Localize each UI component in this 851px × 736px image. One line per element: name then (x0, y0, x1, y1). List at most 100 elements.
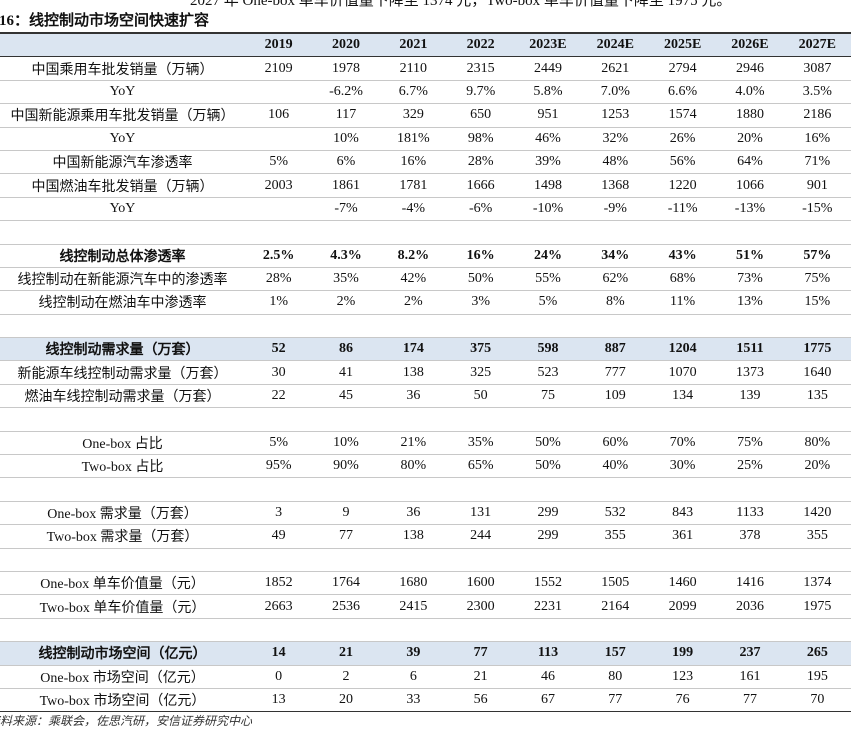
value-cell: 1880 (716, 103, 784, 128)
value-cell: 3% (446, 290, 515, 315)
empty-cell (514, 407, 582, 432)
empty-cell (245, 314, 313, 339)
empty-cell (716, 548, 784, 572)
table-row: One-box 市场空间（亿元） 0 2 6 21 46 80 123 161 195 (0, 665, 851, 689)
empty-cell (648, 618, 717, 643)
row-label: 线控制动在新能源汽车中的渗透率 (0, 267, 245, 292)
value-cell: 2449 (514, 56, 582, 81)
value-cell: 134 (648, 384, 717, 409)
empty-cell (716, 477, 784, 502)
value-cell: 843 (648, 501, 717, 526)
empty-cell (716, 618, 784, 643)
empty-cell (379, 407, 447, 432)
column-header: 2024E (581, 32, 649, 58)
empty-cell (379, 220, 447, 245)
value-cell: 36 (379, 384, 447, 409)
value-cell: 70% (648, 431, 717, 456)
value-cell: 11% (648, 290, 717, 315)
value-cell: 10% (312, 127, 380, 151)
value-cell: 20 (312, 688, 380, 713)
value-cell: 28% (245, 267, 313, 292)
empty-cell (581, 618, 649, 643)
value-cell: 35% (312, 267, 380, 292)
empty-cell (514, 314, 582, 339)
table-row: Two-box 占比 95% 90% 80% 65% 50% 40% 30% 25% 20% (0, 454, 851, 479)
table-row: 线控制动在燃油车中渗透率 1% 2% 2% 3% 5% 8% 11% 13% 15% (0, 290, 851, 315)
row-label: 中国新能源乘用车批发销量（万辆） (0, 103, 245, 128)
column-header: 2025E (648, 32, 717, 58)
column-header: 2020 (312, 32, 380, 58)
value-cell: 1852 (245, 571, 313, 596)
value-cell: 6% (312, 150, 380, 175)
value-cell: 6 (379, 665, 447, 689)
value-cell: 2536 (312, 594, 380, 619)
value-cell: 45 (312, 384, 380, 409)
value-cell: 2621 (581, 56, 649, 81)
row-label: 新能源车线控制动需求量（万套） (0, 360, 245, 385)
value-cell: 1666 (446, 173, 515, 198)
value-cell: 109 (581, 384, 649, 409)
table-row: 燃油车线控制动需求量（万套） 22 45 36 50 75 109 134 139 135 (0, 384, 851, 409)
value-cell: 1640 (783, 360, 851, 385)
empty-cell (783, 220, 851, 245)
empty-cell (648, 220, 717, 245)
table-row: 新能源车线控制动需求量（万套） 30 41 138 325 523 777 1070 1373 1… (0, 360, 851, 385)
value-cell: 86 (312, 337, 380, 362)
table-row: 中国燃油车批发销量（万辆） 2003 1861 1781 1666 1498 1368 122… (0, 173, 851, 198)
data-table: 2019 2020 2021 2022 2023E 2024E 2025E 2026E 2027… (0, 32, 851, 713)
value-cell: 3.5% (783, 80, 851, 105)
value-cell: 95% (245, 454, 313, 479)
value-cell: 50 (446, 384, 515, 409)
value-cell: 62% (581, 267, 649, 292)
empty-cell (648, 407, 717, 432)
spacer-row (0, 220, 851, 245)
row-label: 线控制动总体渗透率 (0, 244, 245, 268)
value-cell: 8.2% (379, 244, 447, 268)
table-row: 线控制动需求量（万套） 52 86 174 375 598 887 1204 1511 1775 (0, 337, 851, 362)
table-row: One-box 需求量（万套） 3 9 36 131 299 532 843 1133 1420 (0, 501, 851, 526)
empty-cell (245, 618, 313, 643)
value-cell: 14 (245, 641, 313, 666)
empty-cell (514, 618, 582, 643)
value-cell: 6.7% (379, 80, 447, 105)
value-cell: 299 (514, 524, 582, 549)
value-cell: 123 (648, 665, 717, 689)
value-cell: 378 (716, 524, 784, 549)
value-cell: 7.0% (581, 80, 649, 105)
value-cell: 2231 (514, 594, 582, 619)
empty-cell (0, 407, 245, 432)
empty-cell (446, 548, 515, 572)
value-cell: 48% (581, 150, 649, 175)
value-cell: 174 (379, 337, 447, 362)
value-cell: 40% (581, 454, 649, 479)
table-row: 线控制动市场空间（亿元） 14 21 39 77 113 157 199 237 265 (0, 641, 851, 666)
empty-cell (245, 548, 313, 572)
empty-cell (0, 314, 245, 339)
value-cell: 50% (514, 431, 582, 456)
empty-cell (581, 548, 649, 572)
value-cell: 1204 (648, 337, 717, 362)
empty-cell (0, 618, 245, 643)
empty-cell (783, 407, 851, 432)
value-cell: 5.8% (514, 80, 582, 105)
value-cell: 55% (514, 267, 582, 292)
row-label: 线控制动需求量（万套） (0, 337, 245, 362)
column-header: 2027E (783, 32, 851, 58)
value-cell: 598 (514, 337, 582, 362)
value-cell: 2663 (245, 594, 313, 619)
value-cell: 1416 (716, 571, 784, 596)
row-label: YoY (0, 80, 245, 105)
value-cell: 2300 (446, 594, 515, 619)
value-cell: 131 (446, 501, 515, 526)
empty-cell (648, 314, 717, 339)
value-cell: 1511 (716, 337, 784, 362)
value-cell: 1420 (783, 501, 851, 526)
value-cell: 56% (648, 150, 717, 175)
empty-cell (379, 314, 447, 339)
value-cell: 15% (783, 290, 851, 315)
value-cell: 375 (446, 337, 515, 362)
value-cell: 1253 (581, 103, 649, 128)
value-cell: 139 (716, 384, 784, 409)
empty-cell (783, 314, 851, 339)
